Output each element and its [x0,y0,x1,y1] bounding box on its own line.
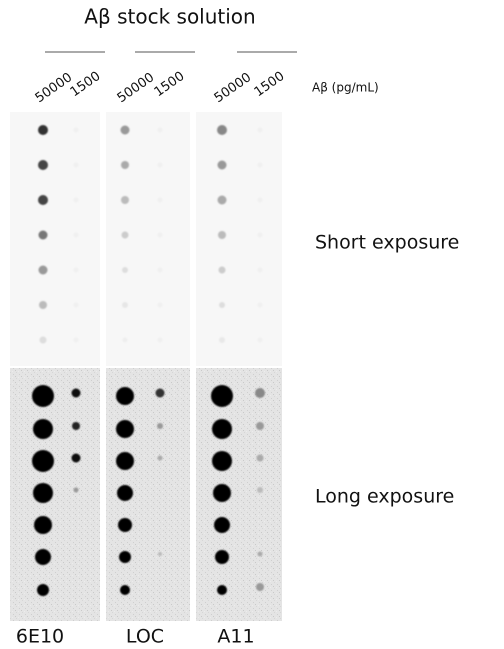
dot [122,302,128,308]
antibody-label: A11 [217,626,254,648]
dot [157,455,163,461]
dot [71,388,81,398]
dot [217,125,227,135]
title: Aβ stock solution [84,5,255,29]
dot [32,385,54,407]
dot [71,453,81,463]
dot [157,162,163,168]
dot [257,127,263,133]
dot [121,161,129,169]
dot [218,231,226,239]
dot [73,302,79,308]
dot [32,450,54,472]
dot [155,388,165,398]
dot [217,160,227,170]
dot [218,266,226,274]
concentration-label: 1500 [152,69,188,100]
concentration-label: 1500 [68,69,104,100]
dot [157,302,163,308]
long-exposure-strip [196,368,282,621]
dot [38,125,48,135]
dot [157,197,163,203]
exposure-label: Long exposure [315,486,454,508]
dot [257,551,263,557]
dot [39,301,47,309]
dot [73,487,79,493]
dot [257,302,263,308]
dot [116,452,134,470]
dot [38,195,48,205]
dot [73,267,79,273]
short-exposure-strip [10,112,100,366]
dot [211,385,233,407]
dot [219,337,225,343]
dot [214,517,230,533]
dot [217,585,227,595]
dot [116,420,134,438]
dot [257,232,263,238]
dot [73,232,79,238]
antibody-label: LOC [126,626,164,648]
dot [38,160,48,170]
dot [257,337,263,343]
dot [34,516,52,534]
dot [213,484,231,502]
dot [33,483,53,503]
dot [73,127,79,133]
dot [158,552,162,556]
dot [121,196,129,204]
dot [157,127,163,133]
dot [157,337,163,343]
dot [217,195,227,205]
dot [257,162,263,168]
dot [157,232,163,238]
dot [256,583,264,591]
exposure-label: Short exposure [315,232,459,254]
dot [212,451,232,471]
dot [256,422,264,430]
dot [122,267,128,273]
dot [118,518,132,532]
dot [116,387,134,405]
antibody-label: 6E10 [16,626,64,648]
dot [256,454,264,462]
dot [121,231,129,239]
dot [33,419,53,439]
dot [157,423,163,429]
long-exposure-strip [10,368,100,621]
short-exposure-strip [106,112,190,366]
dot [255,388,265,398]
dot [219,302,225,308]
dot [212,419,232,439]
dot [73,197,79,203]
dot [257,197,263,203]
dot [122,337,128,343]
dot [117,485,133,501]
unit-label: Aβ (pg/mL) [312,81,379,95]
short-exposure-strip [196,112,282,366]
dot [73,162,79,168]
dot [157,267,163,273]
dot [120,585,130,595]
concentration-label: 50000 [212,70,254,106]
dot [257,487,263,493]
dot [35,549,51,565]
dot [72,422,80,430]
dot [38,230,48,240]
concentration-label: 1500 [252,69,288,100]
dot [119,551,131,563]
dot [38,265,48,275]
dot [215,550,229,564]
dot [120,125,130,135]
dot [257,267,263,273]
dot [73,337,79,343]
dot [37,584,49,596]
dot [39,336,47,344]
